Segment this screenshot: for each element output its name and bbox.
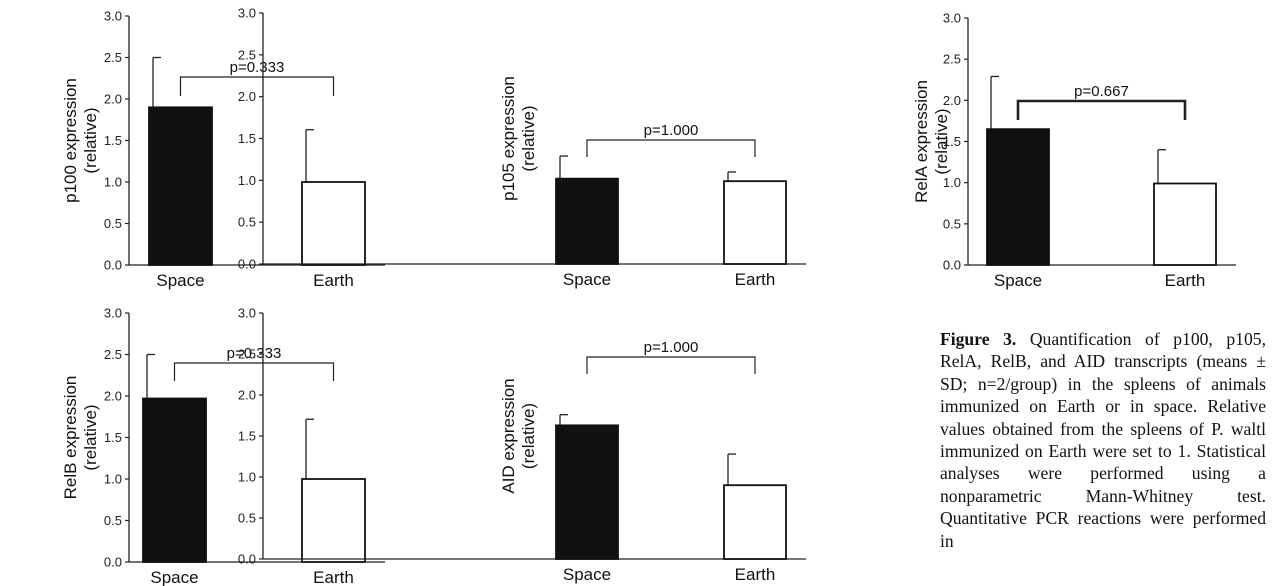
y-tick-label: 3.0 — [943, 11, 961, 26]
y-axis-title: RelA expression (relative) — [912, 80, 951, 203]
y-tick-label: 2.0 — [238, 89, 256, 104]
bar-earth — [723, 484, 787, 560]
x-category-label: Earth — [735, 270, 776, 289]
figure-caption: Figure 3. Quantification of p100, p105, … — [940, 328, 1266, 552]
significance-bracket — [586, 139, 756, 157]
y-tick-label: 1.5 — [238, 429, 256, 444]
bar-space — [555, 177, 619, 265]
y-tick-label: 1.5 — [104, 133, 122, 148]
y-axis-title-line: AID expression — [499, 378, 518, 493]
y-tick-label: 0.5 — [104, 513, 122, 528]
y-tick-label: 2.5 — [104, 347, 122, 362]
y-axis-title-line: RelA expression — [912, 80, 931, 203]
y-tick-label: 0.5 — [238, 511, 256, 526]
y-axis-title-line: p105 expression — [499, 76, 518, 201]
x-category-label: Space — [563, 270, 611, 289]
p-value-label: p=1.000 — [644, 122, 699, 139]
bar-earth — [1153, 182, 1217, 266]
y-axis-title-line: (relative) — [932, 108, 951, 174]
y-tick-label: 3.0 — [238, 306, 256, 321]
bar-space — [986, 128, 1050, 266]
y-tick-label: 1.0 — [104, 472, 122, 487]
y-tick-label: 0.0 — [238, 257, 256, 272]
y-tick-label: 2.0 — [238, 388, 256, 403]
y-tick-label: 1.0 — [238, 470, 256, 485]
y-tick-label: 3.0 — [104, 306, 122, 321]
y-axis-title: p105 expression (relative) — [499, 76, 538, 201]
y-tick-label: 0.0 — [104, 555, 122, 570]
y-tick-label: 1.5 — [238, 131, 256, 146]
y-tick-label: 2.0 — [104, 389, 122, 404]
y-tick-label: 2.0 — [943, 93, 961, 108]
chart-rela: 0.0 0.5 1.0 1.5 2.0 2.5 3.0 RelA expression (rel… — [912, 11, 1236, 290]
chart-p100: 0.0 0.5 1.0 1.5 2.0 2.5 3.0 p100 expression (rel… — [61, 9, 385, 290]
y-tick-label: 2.5 — [104, 50, 122, 65]
bar-earth — [301, 181, 366, 266]
y-tick-label: 3.0 — [104, 9, 122, 24]
p-value-label: p=1.000 — [644, 339, 699, 356]
figure-caption-text: Quantification of p100, p105, RelA, RelB… — [940, 329, 1266, 551]
x-category-label: Earth — [735, 565, 776, 584]
y-axis-title-line: (relative) — [519, 105, 538, 171]
y-tick-label: 1.5 — [104, 430, 122, 445]
figure-label: Figure 3. — [940, 329, 1017, 349]
y-axis-title: RelB expression (relative) — [61, 376, 100, 500]
y-tick-label: 1.5 — [943, 134, 961, 149]
bar-space — [555, 424, 619, 560]
chart-relb: 0.0 0.5 1.0 1.5 2.0 2.5 3.0 RelB expression (rel… — [61, 306, 385, 586]
p-value-label: p=0.667 — [1074, 83, 1129, 100]
y-axis-title-line: (relative) — [81, 404, 100, 470]
y-axis-title-line: RelB expression — [61, 376, 80, 500]
significance-bracket — [179, 76, 335, 96]
y-tick-label: 1.0 — [238, 173, 256, 188]
x-category-label: Space — [156, 271, 204, 290]
p-value-label: p=0.333 — [230, 59, 285, 76]
y-tick-label: 2.5 — [943, 52, 961, 67]
y-tick-label: 0.5 — [104, 216, 122, 231]
y-tick-label: 0.5 — [238, 215, 256, 230]
y-axis-title: AID expression (relative) — [499, 378, 538, 493]
p-value-label: p=0.333 — [227, 345, 282, 362]
x-category-label: Space — [563, 565, 611, 584]
y-tick-label: 2.5 — [238, 347, 256, 362]
y-tick-label: 3.0 — [238, 6, 256, 21]
x-category-label: Earth — [1165, 271, 1206, 290]
y-axis-title-line: p100 expression — [61, 78, 80, 203]
y-axis-title-line: (relative) — [519, 403, 538, 469]
significance-bracket — [173, 362, 335, 381]
y-tick-label: 0.0 — [238, 552, 256, 567]
significance-bracket — [1016, 99, 1187, 120]
bar-space — [142, 397, 207, 563]
y-tick-label: 0.5 — [943, 216, 961, 231]
y-tick-label: 2.5 — [238, 47, 256, 62]
y-tick-label: 0.0 — [943, 258, 961, 273]
y-tick-label: 1.0 — [943, 175, 961, 190]
x-category-label: Earth — [313, 568, 354, 586]
y-tick-label: 2.0 — [104, 92, 122, 107]
bar-space — [148, 106, 213, 266]
bar-earth — [301, 478, 366, 563]
x-category-label: Earth — [313, 271, 354, 290]
y-tick-label: 0.0 — [104, 258, 122, 273]
bar-earth — [723, 180, 787, 265]
x-category-label: Space — [150, 568, 198, 586]
chart-p105: 0.0 0.5 1.0 1.5 2.0 2.5 3.0 p105 expression (rel… — [238, 6, 806, 289]
x-category-label: Space — [994, 271, 1042, 290]
y-axis-title-line: (relative) — [81, 107, 100, 173]
y-tick-label: 1.0 — [104, 175, 122, 190]
significance-bracket — [586, 356, 756, 374]
y-axis-title: p100 expression (relative) — [61, 78, 100, 203]
chart-aid: 0.0 0.5 1.0 1.5 2.0 2.5 3.0 AID expression (rela… — [238, 306, 806, 584]
